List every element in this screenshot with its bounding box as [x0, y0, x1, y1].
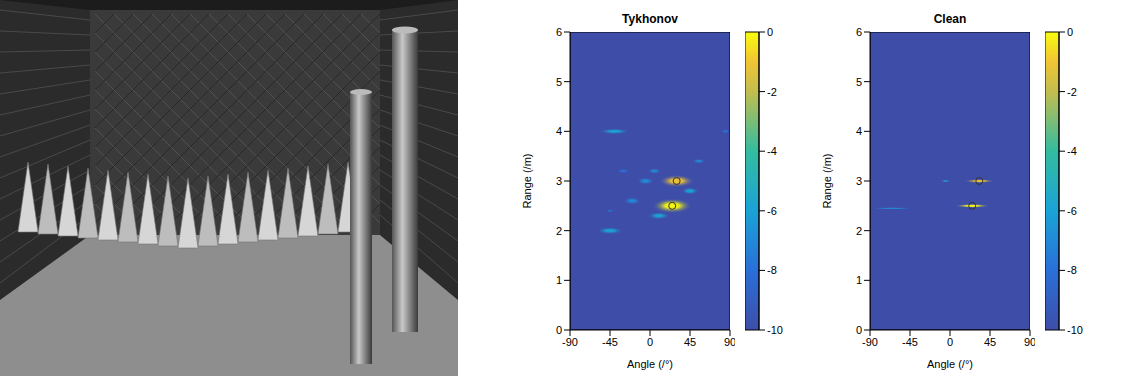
svg-text:Angle (/°): Angle (/°)	[627, 358, 673, 370]
svg-text:3: 3	[556, 175, 562, 187]
svg-text:1: 1	[556, 274, 562, 286]
svg-text:0: 0	[647, 336, 653, 348]
svg-text:4: 4	[556, 125, 562, 137]
svg-text:-2: -2	[767, 86, 777, 98]
svg-text:Range (/m): Range (/m)	[821, 153, 833, 208]
svg-text:5: 5	[556, 76, 562, 88]
svg-text:0: 0	[767, 26, 773, 38]
svg-text:5: 5	[856, 76, 862, 88]
svg-text:Angle (/°): Angle (/°)	[927, 358, 973, 370]
svg-text:6: 6	[556, 26, 562, 38]
html-text:Tykhonov: Tykhonov	[622, 12, 678, 26]
svg-text:45: 45	[984, 336, 996, 348]
svg-text:2: 2	[856, 225, 862, 237]
svg-text:-8: -8	[767, 264, 777, 276]
svg-text:0: 0	[1067, 26, 1073, 38]
svg-text:0: 0	[947, 336, 953, 348]
svg-text:45: 45	[684, 336, 696, 348]
svg-text:-2: -2	[1067, 86, 1077, 98]
svg-text:1: 1	[856, 274, 862, 286]
svg-text:Range (/m): Range (/m)	[521, 153, 533, 208]
svg-text:-90: -90	[862, 336, 878, 348]
svg-text:-8: -8	[1067, 264, 1077, 276]
svg-text:-45: -45	[902, 336, 918, 348]
svg-text:-6: -6	[1067, 205, 1077, 217]
svg-text:2: 2	[556, 225, 562, 237]
svg-text:-4: -4	[1067, 145, 1077, 157]
svg-text:-10: -10	[1067, 324, 1083, 336]
svg-text:0: 0	[556, 324, 562, 336]
svg-text:0: 0	[856, 324, 862, 336]
svg-text:-10: -10	[767, 324, 783, 336]
svg-text:-45: -45	[602, 336, 618, 348]
svg-text:90: 90	[1024, 336, 1035, 348]
svg-text:6: 6	[856, 26, 862, 38]
svg-text:-4: -4	[767, 145, 777, 157]
html-text:Clean: Clean	[933, 12, 967, 26]
svg-text:4: 4	[856, 125, 862, 137]
svg-text:-90: -90	[562, 336, 578, 348]
svg-text:90: 90	[724, 336, 735, 348]
svg-text:-6: -6	[767, 205, 777, 217]
svg-text:3: 3	[856, 175, 862, 187]
